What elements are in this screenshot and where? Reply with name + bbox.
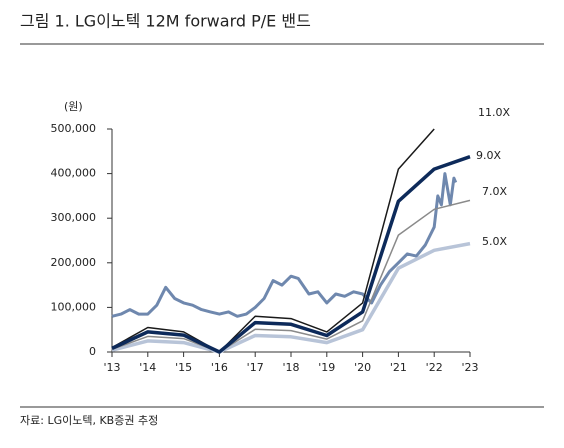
series-label: 11.0X bbox=[478, 106, 510, 119]
x-tick-label: '21 bbox=[390, 361, 407, 374]
series-line bbox=[111, 128, 435, 353]
series-label: 9.0X bbox=[476, 149, 501, 162]
x-tick-label: '20 bbox=[354, 361, 371, 374]
chart-title: 그림 1. LG이노텍 12M forward P/E 밴드 bbox=[20, 12, 311, 31]
x-tick-label: '23 bbox=[461, 361, 478, 374]
x-tick-label: '19 bbox=[318, 361, 335, 374]
x-tick-label: '22 bbox=[426, 361, 443, 374]
y-tick-label: 500,000 bbox=[51, 122, 97, 135]
source: 자료: LG이노텍, KB증권 추정 bbox=[20, 414, 158, 427]
y-tick-label: 0 bbox=[89, 345, 96, 358]
unit-label: (원) bbox=[64, 100, 83, 113]
series-line bbox=[111, 241, 471, 354]
x-tick-label: '16 bbox=[211, 361, 228, 374]
y-tick-label: 300,000 bbox=[51, 211, 97, 224]
x-tick-label: '13 bbox=[103, 361, 120, 374]
x-tick-label: '18 bbox=[282, 361, 299, 374]
y-tick-label: 200,000 bbox=[51, 256, 97, 269]
series-line bbox=[111, 199, 471, 353]
series-line bbox=[111, 155, 471, 354]
series-line bbox=[111, 172, 458, 318]
y-tick-label: 100,000 bbox=[51, 300, 97, 313]
series-label: 7.0X bbox=[482, 185, 507, 198]
x-tick-label: '15 bbox=[175, 361, 192, 374]
x-tick-label: '14 bbox=[139, 361, 156, 374]
x-tick-label: '17 bbox=[247, 361, 264, 374]
series-label: 5.0X bbox=[482, 235, 507, 248]
y-tick-label: 400,000 bbox=[51, 167, 97, 180]
